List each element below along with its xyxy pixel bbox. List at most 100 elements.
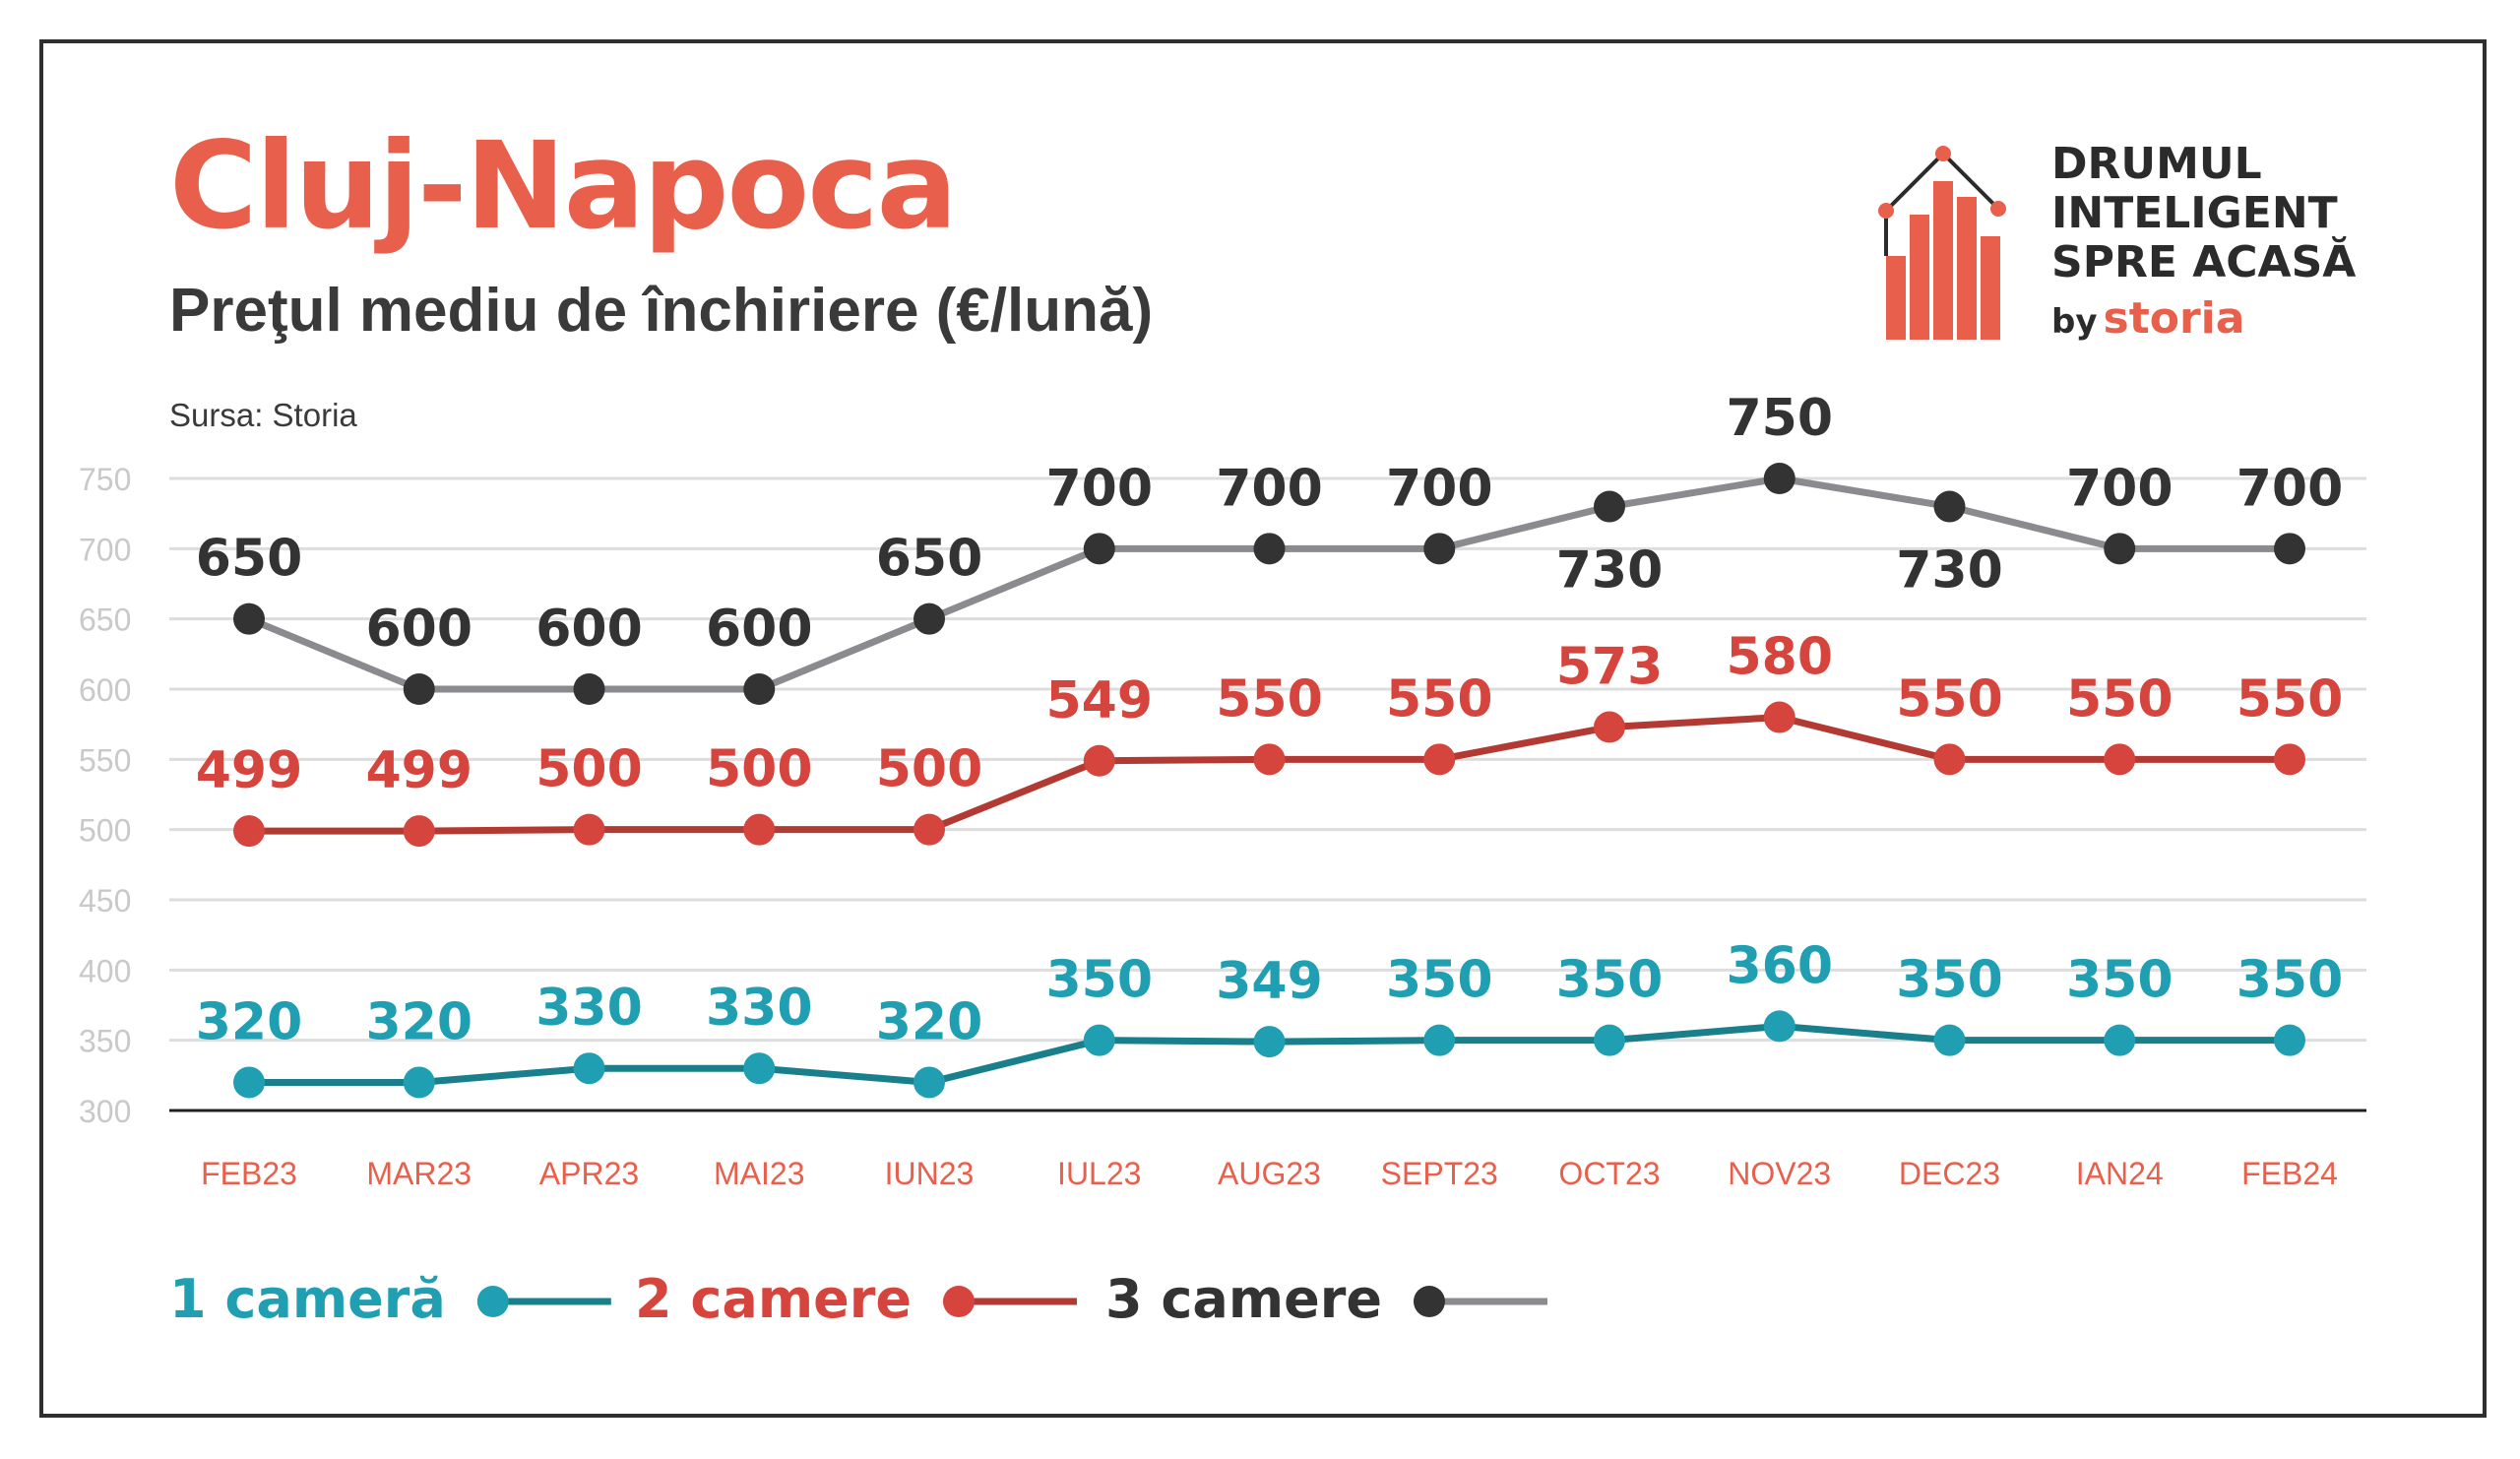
logo-node [1990,201,2006,217]
data-point [2274,533,2305,565]
data-label: 750 [1726,389,1833,448]
legend-label-1-camera: 1 cameră [169,1268,446,1330]
infographic-frame [39,39,2487,1418]
data-point [573,813,605,846]
data-point [1933,1024,1966,1056]
data-point [1253,1026,1286,1058]
logo-node [1935,146,1951,161]
y-tick-label: 600 [79,672,131,708]
data-point [743,813,776,846]
y-tick-label: 750 [79,462,131,497]
x-tick-label: MAI23 [714,1156,804,1191]
data-label: 350 [1896,951,2003,1010]
logo-line-2: INTELIGENT [2051,188,2338,238]
data-label: 600 [706,600,813,659]
data-label: 650 [196,530,303,589]
data-label: 700 [2066,459,2174,518]
logo-bar [1957,197,1977,340]
storia-logo-icon [1878,146,2006,340]
x-tick-label: FEB24 [2241,1156,2338,1191]
legend-label-3-camere: 3 camere [1105,1268,1382,1330]
data-label: 320 [196,992,303,1051]
data-point [743,1052,776,1085]
y-tick-label: 400 [79,953,131,988]
y-tick-label: 300 [79,1094,131,1129]
x-tick-label: IUL23 [1057,1156,1141,1191]
data-label: 350 [2236,951,2344,1010]
logo-by-text: by [2051,302,2098,342]
data-point [233,603,265,635]
data-label: 500 [706,740,813,799]
data-label: 499 [365,741,472,800]
data-label: 350 [1386,951,1493,1010]
data-label: 580 [1726,628,1833,687]
data-point [914,1066,945,1099]
logo-bar [1933,181,1953,340]
page-title: Cluj-Napoca [169,116,958,256]
data-label: 700 [1045,459,1153,518]
data-label: 700 [2236,459,2344,518]
legend-label-2-camere: 2 camere [635,1268,912,1330]
data-label: 573 [1556,638,1664,697]
data-point [2104,743,2136,776]
data-point [1253,533,1286,565]
data-label: 350 [1045,951,1153,1010]
data-point [1423,743,1456,776]
data-point [2274,743,2305,776]
data-point [1594,711,1625,743]
data-label: 350 [1556,951,1664,1010]
source-note: Sursa: Storia [169,397,357,433]
x-tick-label: MAR23 [366,1156,472,1191]
data-point [573,1052,605,1085]
data-label: 320 [365,992,472,1051]
data-label: 549 [1045,671,1153,730]
data-point [1763,1010,1796,1043]
x-tick-label: OCT23 [1558,1156,1660,1191]
logo-node [1878,203,1894,219]
y-tick-label: 450 [79,883,131,919]
data-label: 499 [196,741,303,800]
chart-subtitle: Preţul mediu de închiriere (€/lună) [169,277,1154,345]
data-label: 600 [536,600,643,659]
data-point [403,1066,435,1099]
x-tick-label: DEC23 [1899,1156,2000,1191]
data-label: 550 [1386,669,1493,729]
y-tick-label: 650 [79,603,131,638]
data-point [1594,490,1625,523]
logo-bar [1886,256,1906,340]
x-tick-label: NOV23 [1728,1156,1831,1191]
logo-brand-name: storia [2103,293,2245,344]
data-label: 550 [2066,669,2174,729]
logo-line-1: DRUMUL [2051,139,2262,189]
legend-dot-marker [942,1286,975,1317]
x-tick-label: FEB23 [201,1156,297,1191]
data-point [1423,533,1456,565]
data-point [2104,533,2136,565]
data-label: 349 [1216,952,1323,1011]
logo-bar [1981,236,2000,340]
data-label: 360 [1726,936,1833,995]
data-label: 330 [536,979,643,1038]
data-point [1763,701,1796,733]
data-point [1933,490,1966,523]
data-label: 730 [1896,541,2003,601]
logo-bar [1910,215,1929,340]
x-tick-label: IUN23 [885,1156,975,1191]
data-point [233,1066,265,1099]
data-label: 700 [1386,459,1493,518]
data-point [1594,1024,1625,1056]
data-point [1083,1024,1115,1056]
x-tick-label: SEPT23 [1381,1156,1498,1191]
logo-byline: by storia [2051,293,2244,344]
chart-legend: 1 cameră 2 camere 3 camere [0,1260,2520,1339]
data-label: 600 [365,600,472,659]
data-label: 550 [1216,669,1323,729]
legend-dot-marker [476,1286,509,1317]
data-point [1253,743,1286,776]
data-label: 550 [1896,669,2003,729]
data-point [743,673,776,705]
data-label: 320 [876,992,983,1051]
data-point [1763,463,1796,494]
data-label: 350 [2066,951,2174,1010]
data-label: 500 [876,740,983,799]
